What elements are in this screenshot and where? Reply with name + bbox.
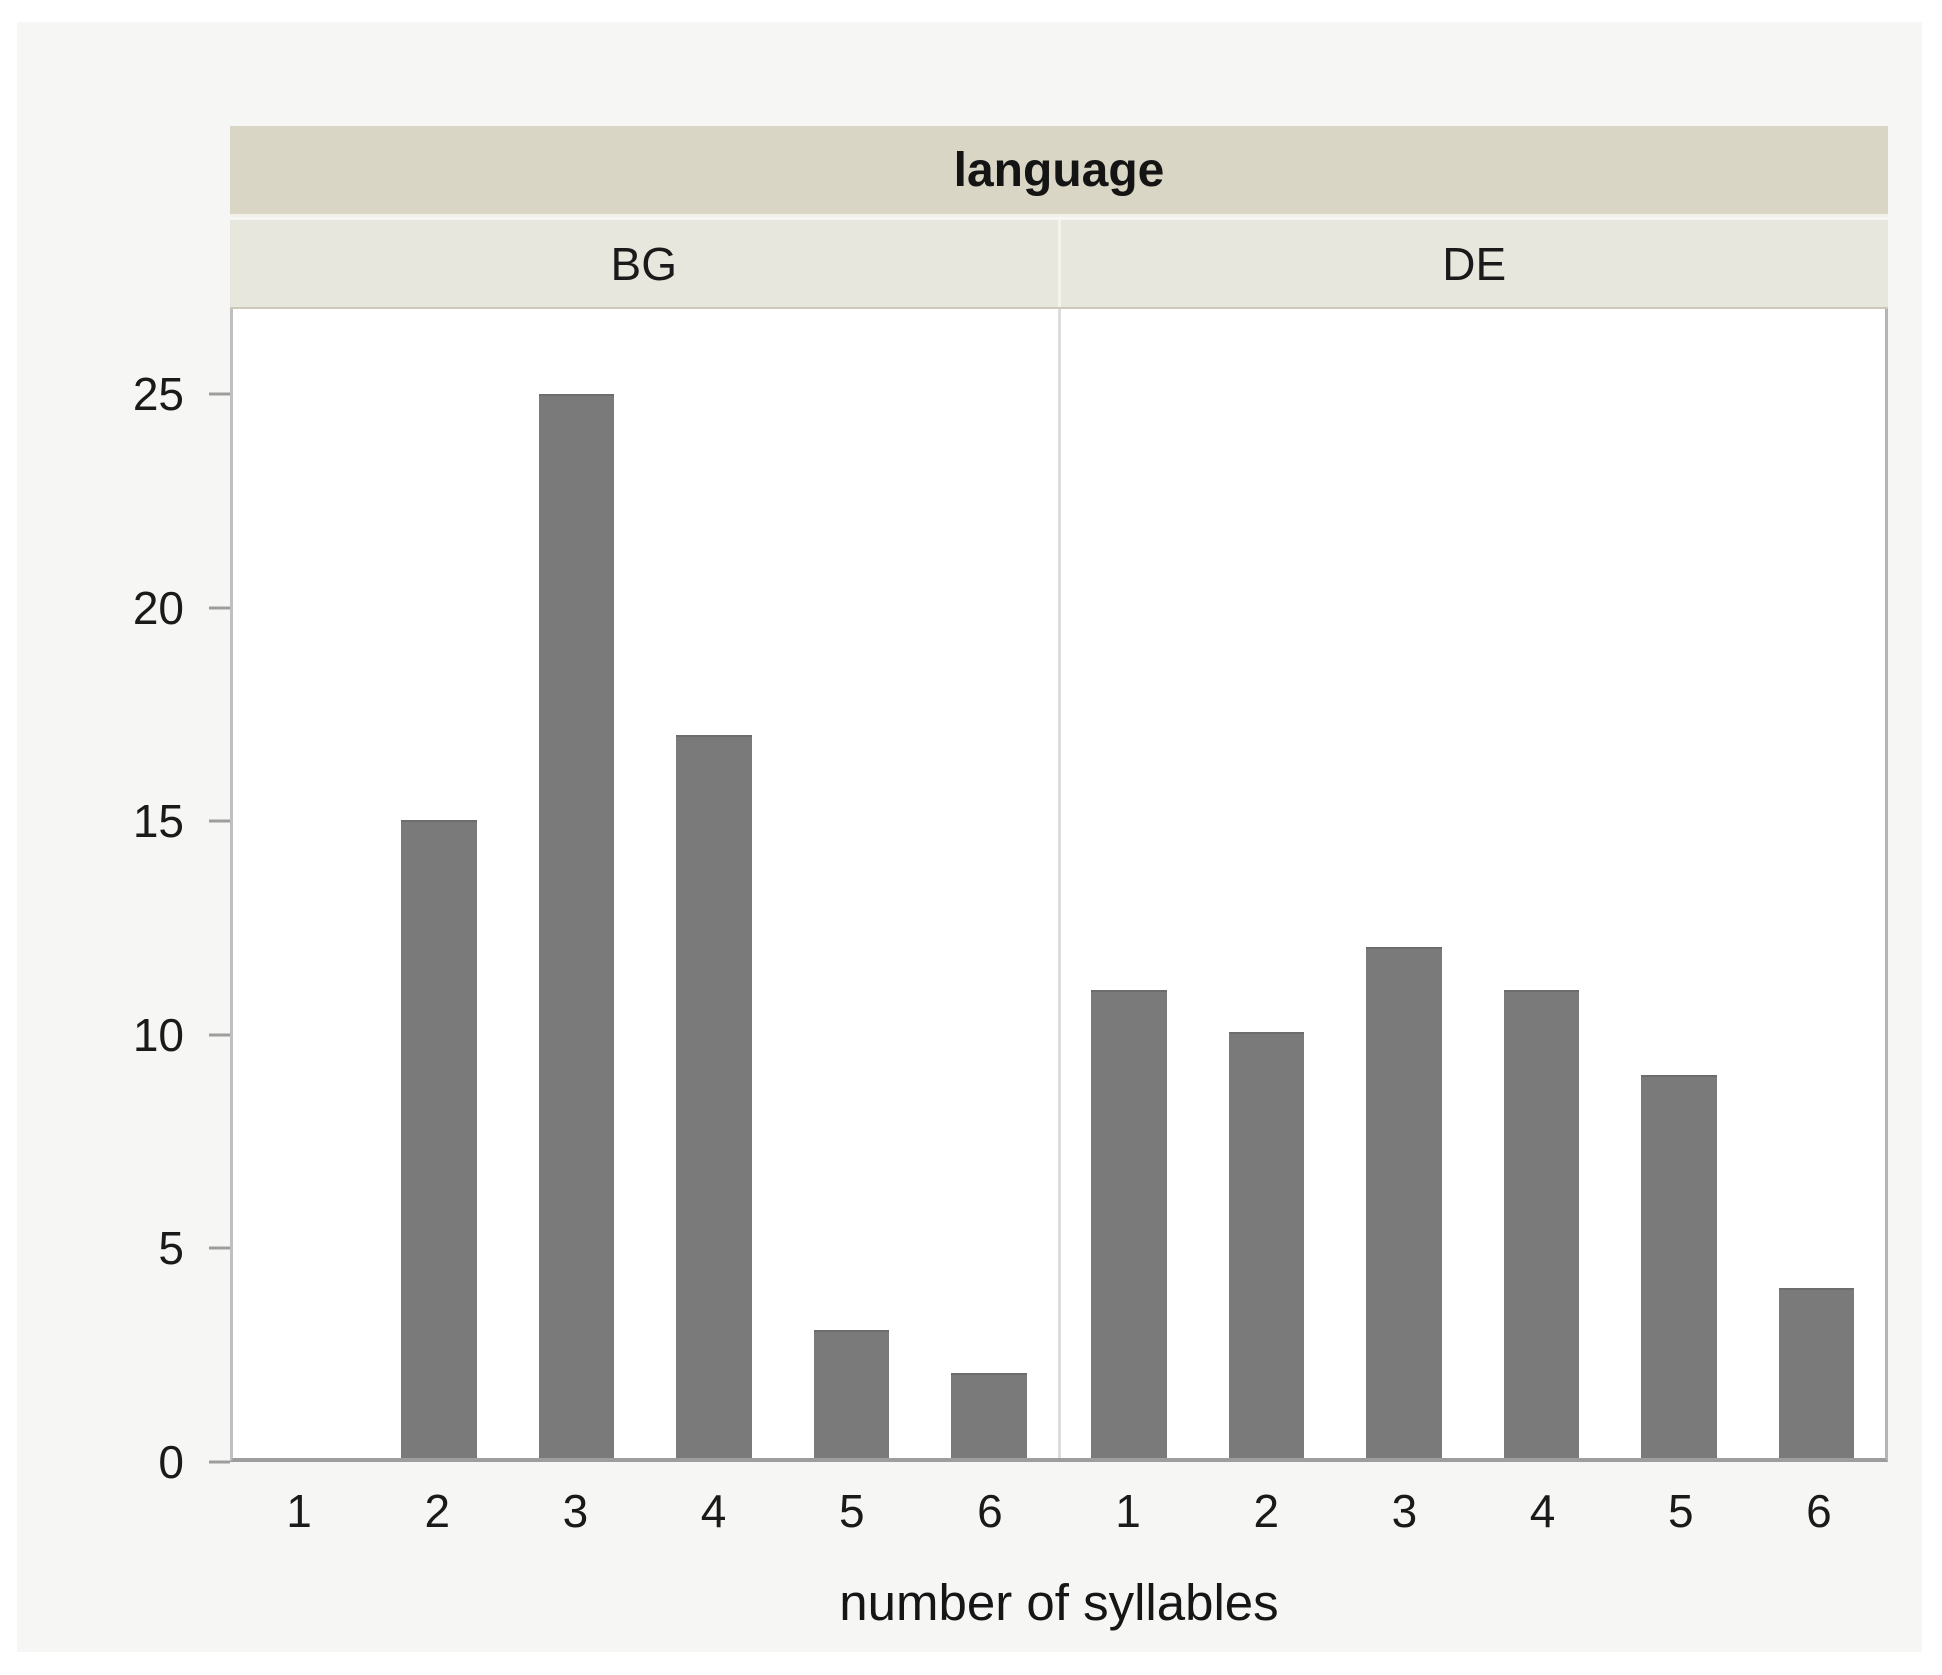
bar-slot (1335, 309, 1472, 1458)
facet-column-de (1057, 309, 1886, 1458)
bar-slot (370, 309, 507, 1458)
x-tick-label: 2 (1253, 1485, 1280, 1537)
chart-panel: language BG DE 0 5 10 15 20 25 1 2 3 4 5 6 1 2 3 4 5 6 nu… (17, 22, 1922, 1652)
bar-slot (1610, 309, 1747, 1458)
x-tick-label: 6 (1806, 1485, 1832, 1537)
facet-header-bg: BG (610, 237, 677, 290)
plot-area (230, 309, 1888, 1462)
y-tick-mark (209, 606, 230, 610)
bar-de-4 (1503, 989, 1580, 1458)
y-tick-label: 10 (132, 1008, 184, 1061)
bar-slot (1748, 309, 1885, 1458)
x-tick-label: 1 (286, 1485, 312, 1537)
bar-slot (233, 309, 370, 1458)
x-axis-tick-labels: 1 2 3 4 5 6 1 2 3 4 5 6 (230, 1474, 1888, 1548)
x-tick-label: 2 (424, 1485, 451, 1537)
y-tick-mark (209, 392, 230, 396)
bar-de-2 (1228, 1032, 1305, 1458)
facet-group-title: language (230, 126, 1888, 217)
bar-de-3 (1366, 947, 1442, 1458)
y-tick-mark (209, 1460, 230, 1464)
x-tick-label: 3 (1391, 1485, 1418, 1537)
y-axis: 0 5 10 15 20 25 (17, 309, 230, 1485)
x-tick-label: 5 (1667, 1485, 1694, 1537)
bar-de-1 (1091, 989, 1167, 1458)
x-tick-label: 3 (562, 1485, 589, 1537)
y-tick-mark (209, 1033, 230, 1037)
bar-de-6 (1778, 1287, 1855, 1458)
bar-bg-4 (676, 734, 752, 1458)
facet-header-band: BG DE (230, 220, 1888, 309)
x-tick-label: 1 (1115, 1485, 1141, 1537)
y-tick-label: 0 (158, 1436, 184, 1488)
x-tick-label: 4 (700, 1485, 727, 1537)
bar-slot (1061, 309, 1198, 1458)
bar-slot (920, 309, 1057, 1458)
y-tick-mark (209, 819, 230, 823)
bar-bg-6 (951, 1372, 1027, 1458)
bar-slot (645, 309, 782, 1458)
y-tick-label: 5 (158, 1222, 184, 1275)
bar-slot (1198, 309, 1335, 1458)
y-tick-label: 15 (132, 795, 184, 848)
x-label-group-bg: 1 2 3 4 5 6 (230, 1474, 1059, 1548)
x-tick-label: 6 (977, 1485, 1003, 1537)
y-tick-label: 20 (132, 581, 184, 634)
x-axis-title: number of syllables (839, 1573, 1279, 1631)
facet-header-de: DE (1057, 220, 1889, 307)
bar-slot (508, 309, 645, 1458)
facet-column-bg (233, 309, 1058, 1458)
y-tick-mark (209, 1246, 230, 1250)
x-tick-label: 5 (838, 1485, 865, 1537)
x-tick-label: 4 (1529, 1485, 1556, 1537)
bar-bg-5 (813, 1330, 890, 1458)
bar-bg-3 (538, 394, 615, 1458)
bar-de-5 (1641, 1075, 1717, 1458)
bar-slot (1473, 309, 1610, 1458)
x-label-group-de: 1 2 3 4 5 6 (1059, 1474, 1888, 1548)
y-tick-label: 25 (132, 368, 184, 421)
bar-slot (783, 309, 920, 1458)
bar-bg-2 (401, 819, 477, 1458)
